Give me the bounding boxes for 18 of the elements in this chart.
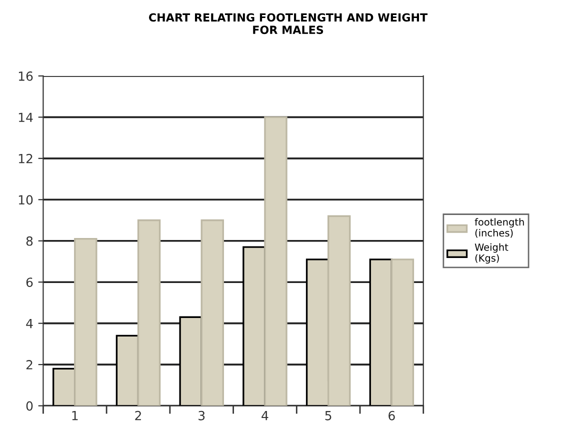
x-tick-label: 2 xyxy=(135,410,141,420)
x-tick-label: 5 xyxy=(325,411,332,420)
y-tick-label: 10 xyxy=(18,195,33,205)
y-tick-label: 4 xyxy=(26,318,33,328)
x-tick-label: 1 xyxy=(72,411,78,420)
legend-label: Weight (Kgs) xyxy=(474,243,508,264)
y-tick-label: 12 xyxy=(18,154,32,164)
y-tick-label: 2 xyxy=(26,360,32,370)
y-tick-label: 16 xyxy=(18,71,33,81)
y-tick-label: 14 xyxy=(18,112,33,122)
legend-label: footlength (inches) xyxy=(474,218,524,238)
y-tick-label: 8 xyxy=(26,236,33,246)
y-tick-label: 0 xyxy=(26,401,33,411)
y-tick-label: 6 xyxy=(26,278,33,288)
x-tick-label: 4 xyxy=(262,411,268,420)
x-tick-label: 6 xyxy=(388,410,395,420)
chart-title: CHART RELATING FOOTLENGTH AND WEIGHT FOR MALES xyxy=(148,13,428,34)
x-tick-label: 3 xyxy=(198,410,205,420)
